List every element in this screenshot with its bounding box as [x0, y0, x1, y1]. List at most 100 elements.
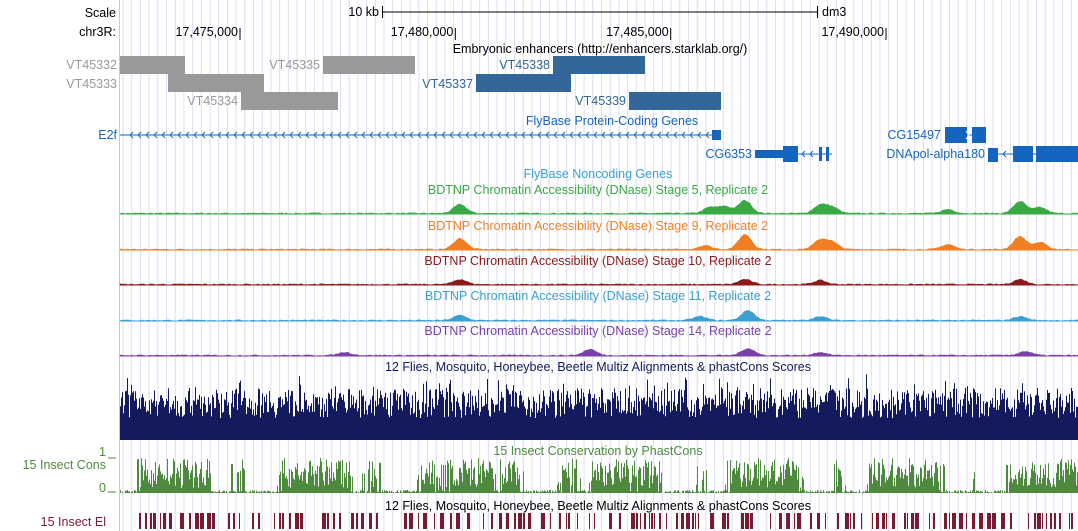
conserved-element [423, 513, 427, 529]
gene-cg6353[interactable]: CG6353 [705, 146, 832, 162]
conserved-element [797, 513, 801, 529]
track-left-label-insect-cons: 15 Insect Cons [23, 458, 106, 472]
conserved-element [195, 513, 199, 529]
enhancer-vt45338[interactable] [553, 56, 645, 74]
gene-cg6353-exon-4 [826, 147, 829, 161]
conserved-element [568, 513, 570, 529]
strand-arrow [177, 131, 182, 139]
conserved-element [692, 513, 694, 529]
enhancer-vt45332[interactable] [120, 56, 185, 74]
ruler-ticks: 17,475,000 17,480,000 17,485,000 17,490,000 [175, 25, 887, 40]
conserved-element [695, 513, 696, 529]
track-title-insect-cons: 15 Insect Conservation by PhastCons [493, 444, 702, 458]
conserved-element [619, 513, 621, 529]
gene-cg6353-exon-1 [755, 150, 783, 158]
enhancer-label-vt45333: VT45333 [66, 77, 117, 91]
track-title-coding-genes: FlyBase Protein-Coding Genes [526, 114, 698, 128]
gene-cg15497[interactable]: CG15497 [887, 127, 986, 143]
conserved-element [212, 513, 215, 529]
gene-e2f-exon [712, 130, 721, 140]
track-title-enhancers: Embryonic enhancers (http://enhancers.st… [453, 42, 748, 56]
conserved-element [666, 513, 667, 529]
conserved-element [322, 513, 326, 529]
dnase-tracks[interactable]: BDTNP Chromatin Accessibility (DNase) St… [119, 183, 1078, 357]
track-insect-conservation[interactable]: 15 Insect Conservation by PhastCons 15 I… [23, 444, 1078, 495]
strand-arrow [585, 131, 590, 139]
strand-arrow [201, 131, 206, 139]
track-embryonic-enhancers[interactable]: Embryonic enhancers (http://enhancers.st… [66, 42, 747, 110]
strand-arrow [433, 131, 438, 139]
enhancer-vt45335[interactable] [323, 56, 415, 74]
conserved-element [300, 513, 303, 529]
enhancer-vt45333[interactable] [168, 74, 264, 92]
strand-arrow [697, 131, 702, 139]
conserved-element [279, 513, 281, 529]
track-title-multiz: 12 Flies, Mosquito, Honeybee, Beetle Mul… [385, 360, 811, 374]
strand-arrow [457, 131, 462, 139]
multiz-conservation-plot [120, 374, 1078, 440]
gene-dnapol-strand-arrow [1002, 150, 1007, 158]
conserved-element [1071, 513, 1073, 529]
ruler-tick-label: 17,475,000 [175, 25, 238, 39]
strand-arrow [481, 131, 486, 139]
enhancer-label-vt45337: VT45337 [422, 77, 473, 91]
strand-arrow [425, 131, 430, 139]
conserved-element [528, 513, 531, 529]
conserved-element [915, 513, 919, 529]
strand-arrow [609, 131, 614, 139]
conserved-element [180, 513, 184, 529]
conserved-element [1069, 513, 1070, 529]
conserved-element [483, 513, 484, 529]
conserved-element [882, 513, 885, 529]
conserved-element [907, 513, 908, 529]
strand-arrow [529, 131, 534, 139]
track-insect-elements[interactable]: 12 Flies, Mosquito, Honeybee, Beetle Mul… [41, 499, 1073, 529]
gene-cg15497-exon-1 [945, 127, 967, 143]
conserved-element [640, 513, 641, 529]
strand-arrow [521, 131, 526, 139]
conserved-element [929, 513, 930, 529]
enhancer-vt45337[interactable] [476, 74, 571, 92]
enhancer-vt45339[interactable] [629, 92, 721, 110]
strand-arrow [681, 131, 686, 139]
conserved-element [499, 513, 502, 529]
conserved-element [559, 513, 561, 529]
gene-cg15497-exon-2 [972, 127, 986, 143]
conserved-element [886, 513, 887, 529]
strand-arrow [657, 131, 662, 139]
strand-arrow [233, 131, 238, 139]
cons-bars [120, 458, 1078, 493]
gene-dnapol-alpha180[interactable]: DNApol-alpha180 [886, 146, 1078, 162]
strand-arrow [465, 131, 470, 139]
enhancer-vt45334[interactable] [241, 92, 338, 110]
conserved-element [651, 513, 653, 529]
conserved-element [361, 513, 364, 529]
conserved-element [845, 513, 849, 529]
conserved-element [252, 513, 254, 529]
dnase-signal-plots [119, 199, 1078, 357]
enhancer-label-vt45339: VT45339 [575, 94, 626, 108]
conserved-element [933, 513, 935, 529]
strand-arrow [137, 131, 142, 139]
track-title-dnase-stage11: BDTNP Chromatin Accessibility (DNase) St… [425, 289, 771, 303]
conserved-element [750, 513, 753, 529]
track-multiz-alignments[interactable]: 12 Flies, Mosquito, Honeybee, Beetle Mul… [120, 360, 1078, 440]
conserved-element [722, 513, 726, 529]
conserved-element [727, 513, 729, 529]
conserved-element [872, 513, 873, 529]
base-position-ruler[interactable]: Scale chr3R: 10 kb dm3 17,475,000 17,480,… [79, 5, 887, 40]
track-flybase-coding-genes[interactable]: FlyBase Protein-Coding Genes E2f CG6353 … [98, 114, 1078, 162]
gene-e2f[interactable]: E2f [98, 128, 721, 142]
track-title-noncoding-genes[interactable]: FlyBase Noncoding Genes [524, 167, 673, 181]
conserved-element [514, 513, 516, 529]
strand-arrow [249, 131, 254, 139]
conserved-element [456, 513, 460, 529]
conserved-element [282, 513, 284, 529]
conserved-element [289, 513, 291, 529]
conserved-element [577, 513, 578, 529]
strand-arrow [417, 131, 422, 139]
scale-bar-label: 10 kb [348, 5, 379, 19]
conserved-element [649, 513, 650, 529]
conserved-element [949, 513, 950, 529]
